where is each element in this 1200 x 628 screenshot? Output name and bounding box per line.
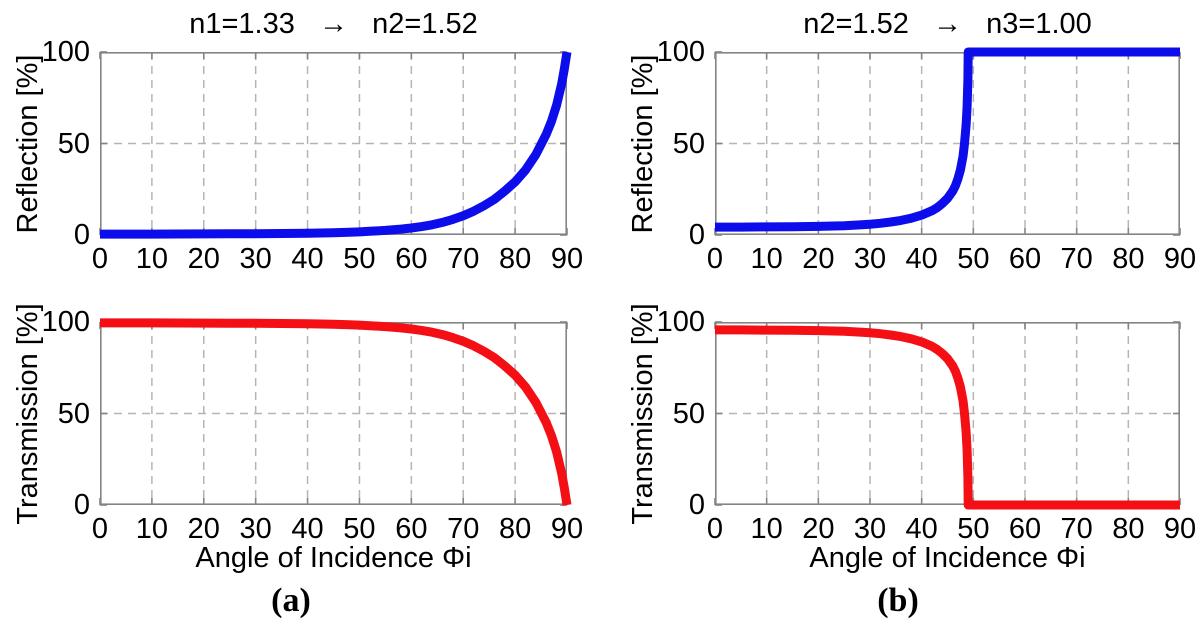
x-tick-label: 90 bbox=[550, 513, 584, 545]
x-tick-label: 50 bbox=[343, 513, 376, 545]
b-reflection-curve bbox=[715, 47, 1180, 232]
x-tick-label: 80 bbox=[498, 243, 532, 275]
subfigure-label-a: (a) bbox=[271, 582, 311, 619]
y-tick-label: 50 bbox=[672, 127, 705, 160]
y-tick-label: 100 bbox=[41, 36, 90, 68]
x-tick-label: 60 bbox=[1008, 243, 1042, 275]
x-axis-label-a: Angle of Incidence Φi bbox=[195, 542, 472, 574]
x-tick-label: 80 bbox=[1112, 243, 1145, 275]
x-tick-label: 10 bbox=[750, 513, 783, 545]
x-tick-label: 70 bbox=[1060, 513, 1093, 545]
y-tick-label: 0 bbox=[73, 489, 90, 521]
b-transmission-curve bbox=[715, 325, 1180, 510]
x-tick-label: 0 bbox=[91, 243, 109, 275]
x-tick-label: 70 bbox=[447, 243, 480, 275]
x-tick-label: 70 bbox=[1060, 243, 1093, 275]
x-tick-label: 20 bbox=[187, 513, 220, 545]
x-tick-label: 80 bbox=[498, 513, 532, 545]
x-tick-label: 20 bbox=[802, 513, 835, 545]
x-tick-label: 0 bbox=[706, 243, 724, 275]
x-tick-label: 30 bbox=[853, 513, 887, 545]
x-tick-label: 30 bbox=[239, 243, 272, 275]
x-tick-label: 90 bbox=[1163, 243, 1197, 275]
plot-title-b: n2=1.52 → n3=1.00 bbox=[803, 8, 1092, 40]
axes-box bbox=[715, 52, 1180, 235]
y-tick-label: 0 bbox=[688, 219, 705, 251]
x-tick-label: 30 bbox=[853, 243, 887, 275]
x-tick-label: 80 bbox=[1112, 513, 1145, 545]
a-reflection-curve bbox=[100, 51, 572, 239]
y-tick-label: 50 bbox=[57, 127, 90, 160]
x-tick-label: 90 bbox=[1163, 513, 1197, 545]
y-tick-label: 50 bbox=[672, 397, 705, 430]
axes-box bbox=[715, 322, 1180, 505]
x-axis-label-b: Angle of Incidence Φi bbox=[809, 542, 1086, 574]
y-tick-label: 50 bbox=[57, 397, 90, 430]
x-tick-label: 40 bbox=[291, 243, 324, 275]
x-tick-label: 0 bbox=[91, 513, 109, 545]
x-tick-label: 70 bbox=[447, 513, 480, 545]
x-tick-label: 50 bbox=[343, 243, 376, 275]
x-tick-label: 50 bbox=[957, 243, 990, 275]
x-tick-label: 60 bbox=[395, 243, 428, 275]
x-tick-label: 30 bbox=[239, 513, 272, 545]
x-tick-label: 10 bbox=[135, 513, 168, 545]
plot-title-a: n1=1.33 → n2=1.52 bbox=[189, 8, 478, 40]
x-tick-label: 10 bbox=[750, 243, 783, 275]
x-tick-label: 40 bbox=[291, 513, 324, 545]
reflection-plot-b bbox=[714, 47, 1181, 236]
x-tick-label: 50 bbox=[957, 513, 990, 545]
x-tick-label: 90 bbox=[550, 243, 584, 275]
y-tick-label: 0 bbox=[688, 489, 705, 521]
x-tick-label: 20 bbox=[187, 243, 220, 275]
y-tick-label: 100 bbox=[656, 306, 705, 338]
transmission-plot-a bbox=[99, 318, 572, 506]
y-tick-label: 100 bbox=[656, 36, 705, 68]
x-tick-label: 60 bbox=[395, 513, 428, 545]
x-tick-label: 0 bbox=[706, 513, 724, 545]
y-tick-label: 100 bbox=[41, 306, 90, 338]
x-tick-label: 60 bbox=[1008, 513, 1042, 545]
y-tick-label: 0 bbox=[73, 219, 90, 251]
x-tick-label: 40 bbox=[905, 513, 938, 545]
reflection-plot-a bbox=[99, 51, 572, 239]
subfigure-label-b: (b) bbox=[877, 582, 919, 619]
x-tick-label: 40 bbox=[905, 243, 938, 275]
transmission-plot-b bbox=[714, 321, 1181, 510]
x-tick-label: 10 bbox=[135, 243, 168, 275]
x-tick-label: 20 bbox=[802, 243, 835, 275]
a-transmission-curve bbox=[100, 318, 572, 506]
